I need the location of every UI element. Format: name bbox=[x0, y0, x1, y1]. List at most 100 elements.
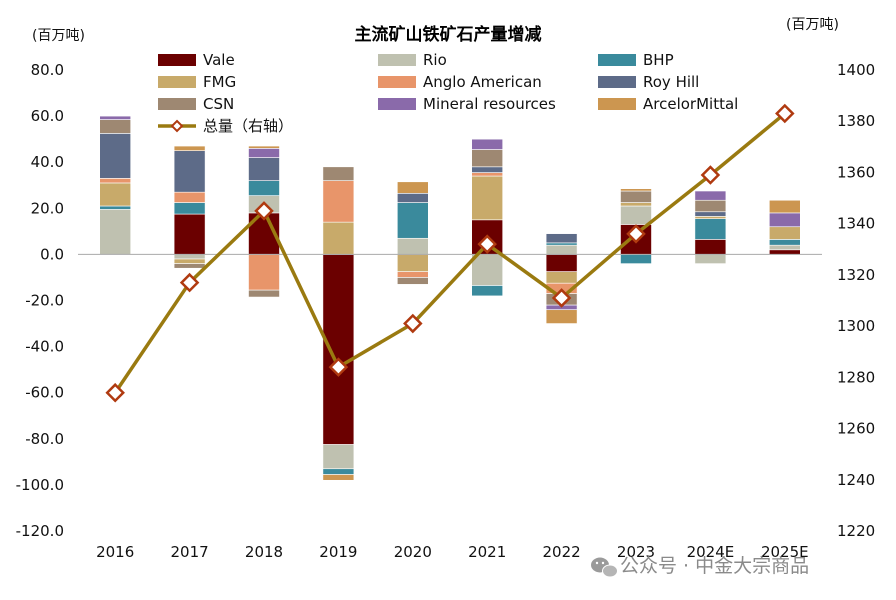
legend-swatch-arcelormittal bbox=[598, 98, 636, 110]
bar-vale-2024e bbox=[694, 239, 727, 255]
legend-swatch-bhp bbox=[598, 54, 636, 66]
bar-arcelormittal-2019 bbox=[322, 474, 355, 481]
total-point bbox=[626, 224, 646, 244]
bar-fmg-2024e bbox=[694, 216, 727, 219]
bar-mineral-resources-2021 bbox=[471, 138, 504, 150]
right-tick-label: 1320 bbox=[837, 266, 875, 284]
bar-bhp-2021 bbox=[471, 285, 504, 297]
legend-label-anglo-american: Anglo American bbox=[423, 73, 542, 91]
bar-fmg-2017 bbox=[173, 258, 206, 264]
bar-bhp-2018 bbox=[248, 180, 280, 196]
x-tick-label: 2019 bbox=[319, 543, 357, 561]
bar-csn-2018 bbox=[248, 289, 280, 298]
right-tick-label: 1280 bbox=[837, 368, 875, 386]
legend-swatch-mineral-resources bbox=[378, 98, 416, 110]
total-line bbox=[113, 112, 786, 394]
bar-mineral-resources-2016 bbox=[99, 115, 131, 120]
total-point bbox=[775, 103, 795, 124]
bar-fmg-2023 bbox=[620, 202, 652, 207]
total-point bbox=[105, 382, 125, 403]
bar-rio-2017 bbox=[173, 254, 206, 260]
x-axis: 2016 2017 2018 2019 2020 2021 2022 2023 2024E 202… bbox=[96, 543, 809, 561]
bar-roy-hill-2022 bbox=[545, 233, 578, 244]
bar-arcelormittal-2025e bbox=[768, 199, 801, 214]
bar-anglo-american-2020 bbox=[396, 271, 429, 278]
watermark: 公众号 · 中金大宗商品 bbox=[591, 555, 809, 578]
bar-bhp-2016 bbox=[99, 205, 131, 210]
bar-bhp-2017 bbox=[173, 202, 206, 215]
right-tick-label: 1360 bbox=[837, 163, 875, 181]
legend-label-csn: CSN bbox=[203, 95, 234, 113]
bar-rio-2016 bbox=[99, 209, 131, 255]
bar-vale-2019 bbox=[322, 254, 355, 445]
bar-rio-2020 bbox=[396, 237, 429, 255]
x-tick-label: 2018 bbox=[245, 543, 283, 561]
right-tick-label: 1340 bbox=[837, 215, 875, 233]
left-tick-label: 80.0 bbox=[31, 61, 64, 79]
legend-swatch-rio bbox=[378, 54, 416, 66]
bar-arcelormittal-2018 bbox=[248, 145, 280, 149]
bar-csn-2016 bbox=[99, 119, 131, 134]
bar-arcelormittal-2020 bbox=[396, 181, 429, 194]
bar-csn-2024e bbox=[694, 199, 727, 213]
right-tick-label: 1220 bbox=[837, 522, 875, 540]
bar-roy-hill-2018 bbox=[248, 157, 280, 181]
bar-csn-2017 bbox=[173, 263, 206, 269]
total-point bbox=[254, 201, 274, 221]
bar-fmg-2021 bbox=[471, 175, 504, 221]
bar-bhp-2024e bbox=[694, 218, 727, 240]
x-tick-label: 2024E bbox=[687, 543, 735, 561]
x-tick-label: 2023 bbox=[617, 543, 655, 561]
x-tick-label: 2020 bbox=[394, 543, 432, 561]
legend-label-total: 总量（右轴） bbox=[203, 117, 293, 135]
bar-mineral-resources-2024e bbox=[694, 190, 727, 201]
bar-bhp-2025e bbox=[768, 239, 801, 246]
bar-rio-2019 bbox=[322, 444, 355, 470]
bar-roy-hill-2021 bbox=[471, 166, 504, 173]
bar-vale-2017 bbox=[173, 213, 206, 255]
right-tick-label: 1400 bbox=[837, 61, 875, 79]
bar-rio-2021 bbox=[471, 254, 504, 286]
x-tick-label: 2017 bbox=[171, 543, 209, 561]
legend-swatch-fmg bbox=[158, 76, 196, 88]
bar-vale-2025e bbox=[768, 249, 801, 255]
total-point bbox=[477, 234, 497, 254]
wechat-icon bbox=[591, 557, 618, 578]
legend-label-mineral-resources: Mineral resources bbox=[423, 95, 556, 113]
bar-rio-2024e bbox=[694, 254, 727, 264]
total-point bbox=[179, 272, 200, 293]
watermark-text: 公众号 · 中金大宗商品 bbox=[620, 555, 809, 577]
left-axis: 80.0 60.0 40.0 20.0 0.0 -20.0 -40.0 -60.0 -80.0 -… bbox=[16, 61, 64, 540]
total-point bbox=[700, 165, 721, 185]
legend-swatch-anglo-american bbox=[378, 76, 416, 88]
bar-csn-2020 bbox=[396, 277, 429, 285]
bar-anglo-american-2021 bbox=[471, 172, 504, 177]
total-point bbox=[328, 357, 349, 377]
bar-mineral-resources-2025e bbox=[768, 212, 801, 228]
bar-csn-2021 bbox=[471, 149, 504, 168]
legend-label-arcelormittal: ArcelorMittal bbox=[643, 95, 738, 113]
left-tick-label: -80.0 bbox=[25, 430, 64, 448]
bar-bhp-2023 bbox=[620, 254, 652, 264]
bar-fmg-2022 bbox=[545, 271, 578, 284]
bar-arcelormittal-2022 bbox=[545, 309, 578, 324]
bar-anglo-american-2018 bbox=[248, 254, 280, 291]
bar-rio-2023 bbox=[620, 205, 652, 225]
right-axis-unit: (百万吨) bbox=[786, 17, 839, 33]
left-tick-label: -120.0 bbox=[16, 522, 64, 540]
bar-roy-hill-2016 bbox=[99, 133, 131, 179]
left-tick-label: -100.0 bbox=[16, 476, 64, 494]
bar-bhp-2020 bbox=[396, 202, 429, 239]
legend: Vale Rio BHP FMG Anglo American Roy Hill CSN Mi… bbox=[158, 51, 738, 135]
bar-csn-2019 bbox=[322, 166, 355, 181]
left-axis-unit: (百万吨) bbox=[32, 28, 85, 44]
legend-swatch-roy-hill bbox=[598, 76, 636, 88]
bar-bhp-2022 bbox=[545, 242, 578, 246]
bar-fmg-2016 bbox=[99, 182, 131, 207]
bar-vale-2022 bbox=[545, 254, 578, 272]
bar-rio-2022 bbox=[545, 244, 578, 255]
bar-arcelormittal-2023 bbox=[620, 188, 652, 192]
x-tick-label: 2022 bbox=[543, 543, 581, 561]
legend-label-vale: Vale bbox=[203, 51, 235, 69]
